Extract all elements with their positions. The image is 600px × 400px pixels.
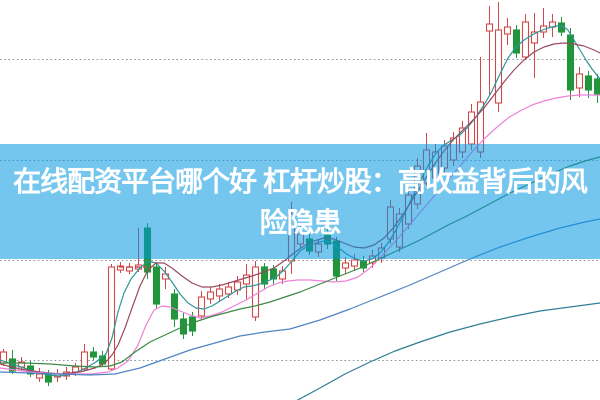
candle-body-up [494,29,503,104]
candle-body-up [467,111,476,145]
candle-body-up [278,270,287,280]
candle-body-up [116,265,125,271]
candle-body-up [35,373,44,379]
candle-body-up [575,73,584,89]
candle-body-up [530,31,539,44]
candle-body-up [107,266,116,370]
candle-body-down [260,266,269,285]
ma-pink [0,94,600,375]
candle-body-up [485,23,494,32]
candle-body-up [503,26,512,35]
candle-body-up [251,266,260,318]
candle-body-up [242,274,251,285]
candle-body-down [512,29,521,54]
headline-line-2: 险隐患 [259,206,341,238]
candle-body-up [206,291,215,300]
ma-slow-teal [296,302,600,400]
candle-body-down [170,293,179,320]
candle-body-up [224,286,233,295]
headline-line-1: 在线配资平台哪个好 杠杆炒股：高收益背后的风 [13,165,588,197]
candle-body-up [350,259,359,267]
candle-body-up [341,262,350,269]
candle-body-down [152,266,161,305]
candle-body-down [89,351,98,358]
headline-banner: 在线配资平台哪个好 杠杆炒股：高收益背后的风 险隐患 [0,144,600,259]
candle-body-down [593,78,600,96]
candle-body-down [269,268,278,280]
candle-body-up [197,296,206,317]
candle-body-up [215,288,224,297]
candle-body-down [584,75,593,91]
